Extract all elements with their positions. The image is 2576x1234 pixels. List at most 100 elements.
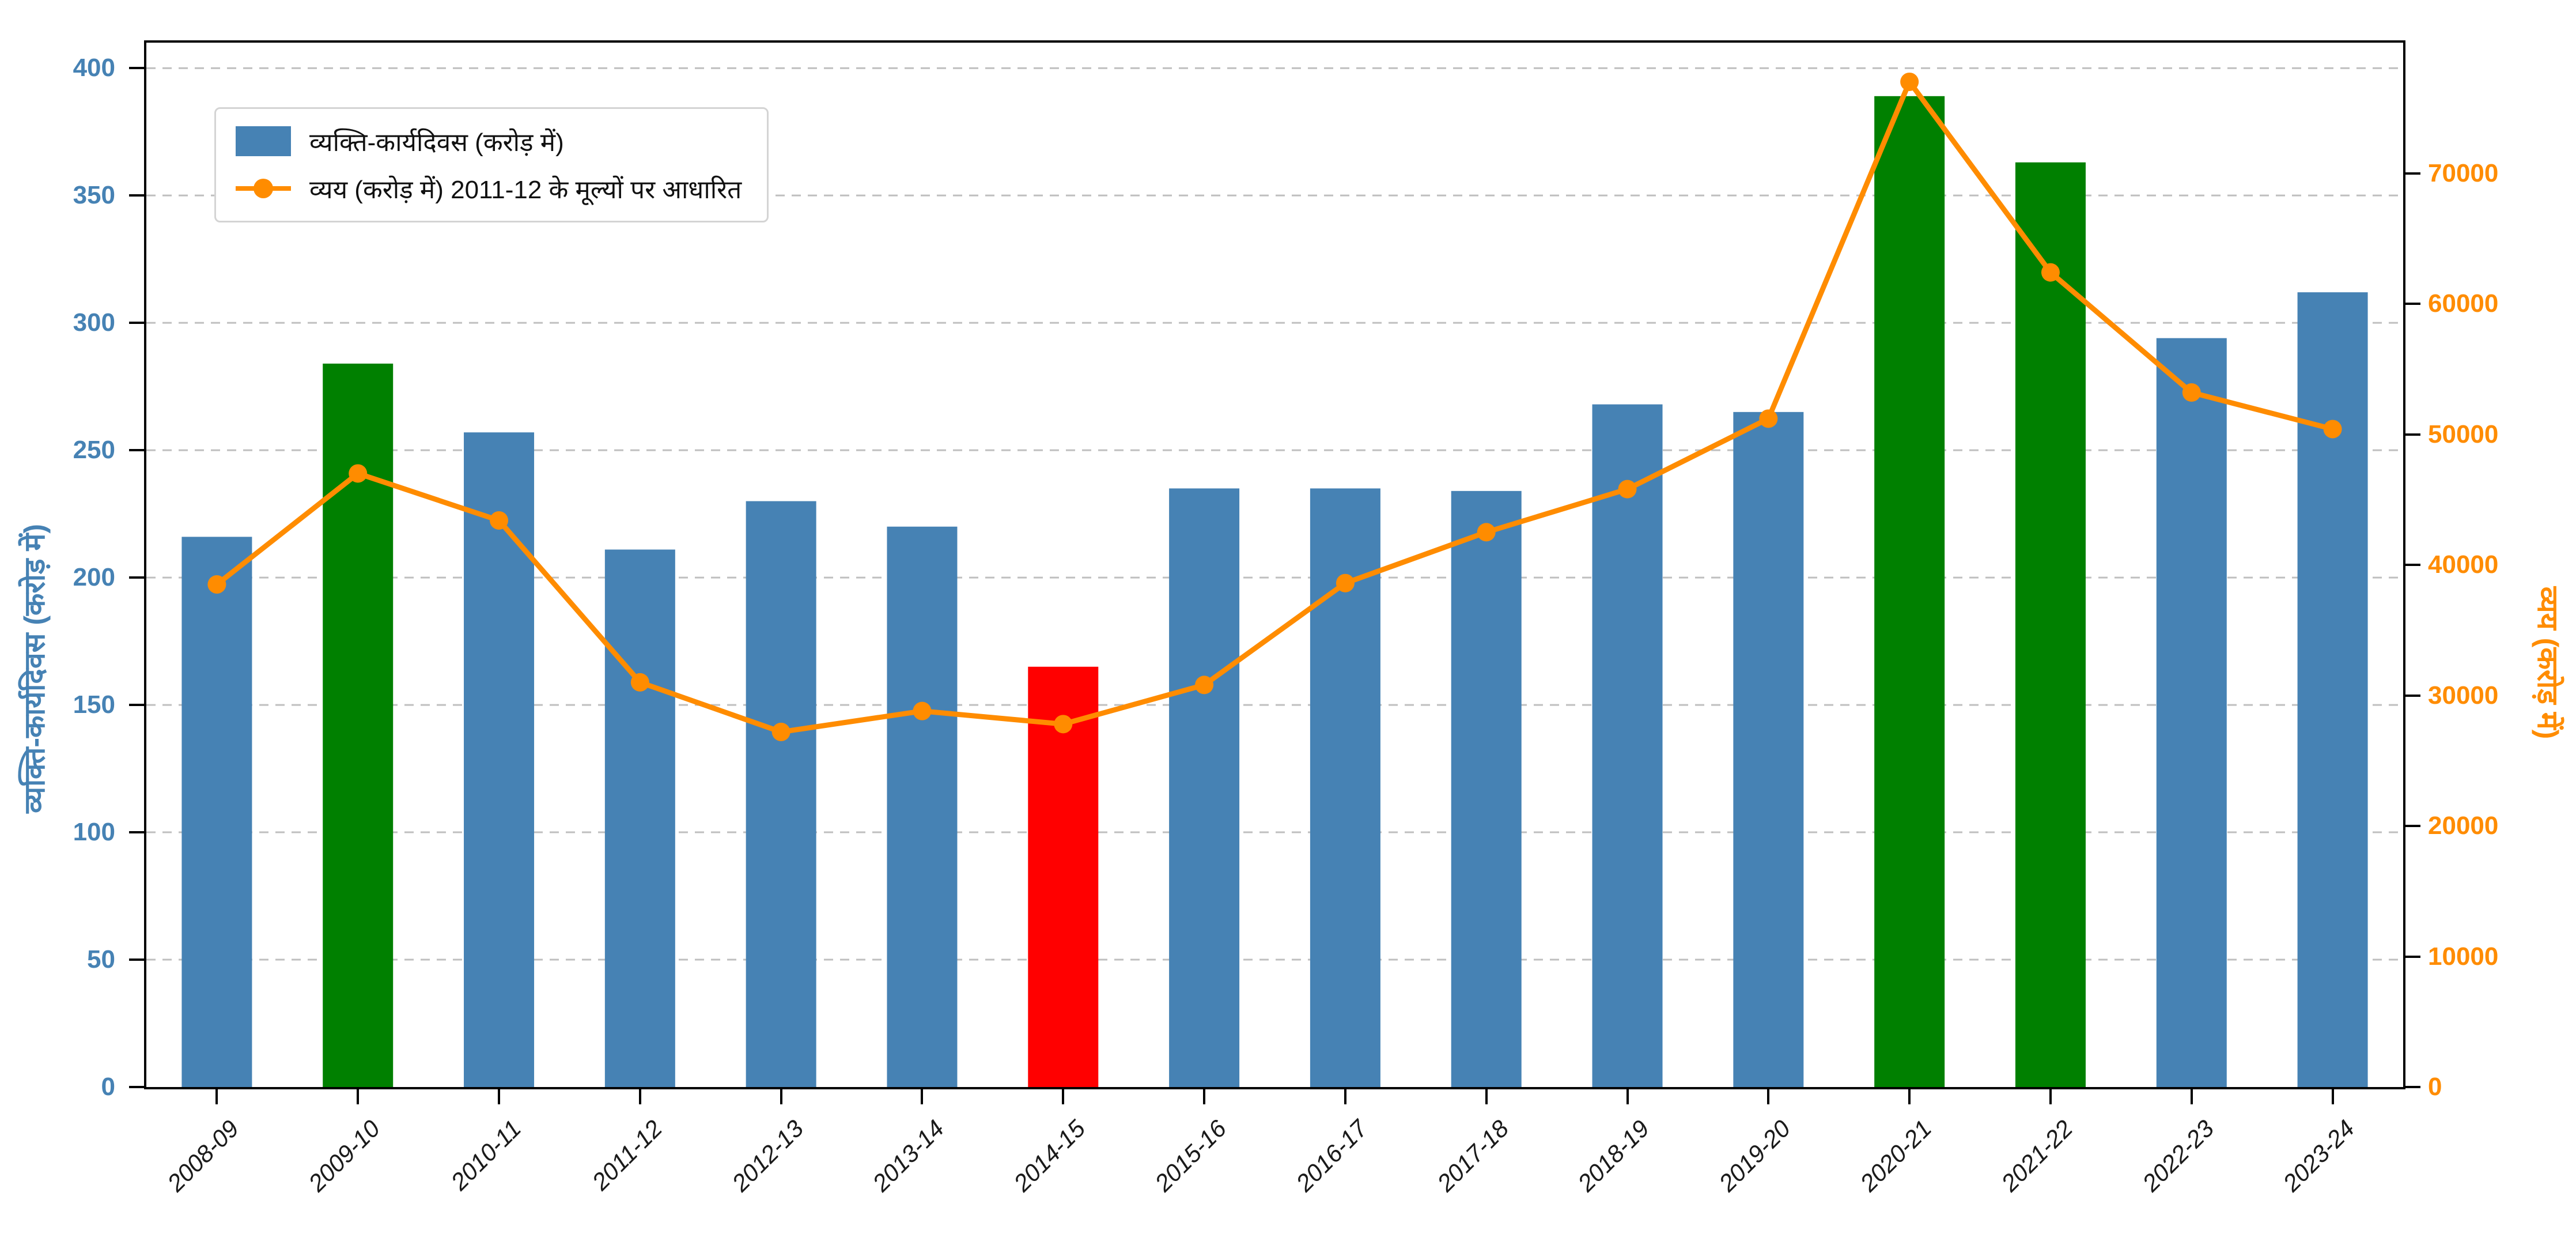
right-tick: [2405, 955, 2420, 958]
bar-2018-19: [1592, 404, 1663, 1087]
data-point-2009-10: [349, 464, 368, 483]
bar-2021-22: [2015, 162, 2086, 1087]
data-point-2013-14: [913, 701, 932, 720]
left-tick: [129, 704, 144, 707]
right-tick: [2405, 564, 2420, 566]
x-tick: [1485, 1089, 1488, 1104]
legend: व्यक्ति-कार्यदिवस (करोड़ में) व्यय (करोड…: [214, 107, 769, 222]
x-tick-label: 2013-14: [867, 1115, 950, 1197]
data-point-2019-20: [1759, 409, 1778, 428]
y-tick-label-left: 150: [73, 690, 115, 719]
x-tick: [1767, 1089, 1770, 1104]
legend-item-line: व्यय (करोड़ में) 2011-12 के मूल्यों पर आ…: [236, 171, 742, 206]
left-tick: [129, 1086, 144, 1088]
left-tick: [129, 449, 144, 452]
bar-2019-20: [1733, 412, 1804, 1087]
x-tick-label: 2019-20: [1713, 1115, 1796, 1197]
data-point-2011-12: [630, 673, 649, 692]
x-tick: [215, 1089, 218, 1104]
bar-2017-18: [1451, 490, 1522, 1087]
bar-2015-16: [1169, 488, 1240, 1087]
right-tick: [2405, 172, 2420, 175]
x-tick-label: 2011-12: [587, 1115, 668, 1196]
x-tick: [638, 1089, 641, 1104]
x-tick: [1344, 1089, 1346, 1104]
data-point-2012-13: [771, 722, 790, 741]
bar-2014-15: [1028, 666, 1099, 1087]
x-tick-label: 2014-15: [1008, 1115, 1091, 1197]
data-point-2022-23: [2182, 383, 2201, 402]
y-tick-label-left: 300: [73, 308, 115, 337]
y-tick-label-left: 50: [87, 945, 115, 974]
x-tick: [2049, 1089, 2052, 1104]
plot-area: [144, 40, 2405, 1089]
bar-2020-21: [1874, 96, 1945, 1087]
bar-2012-13: [746, 501, 816, 1087]
right-axis-title: व्यय (करोड़ में): [2532, 586, 2564, 739]
x-tick-label: 2009-10: [303, 1115, 385, 1197]
line-marker-icon: [236, 173, 291, 203]
bar-2023-24: [2297, 292, 2368, 1087]
bar-2008-09: [181, 537, 252, 1087]
x-tick: [921, 1089, 924, 1104]
left-tick: [129, 194, 144, 197]
x-tick: [1908, 1089, 1911, 1104]
bar-2022-23: [2156, 338, 2227, 1087]
data-point-2023-24: [2323, 420, 2342, 439]
x-tick-label: 2018-19: [1572, 1115, 1655, 1197]
data-point-2014-15: [1054, 715, 1073, 734]
data-point-2021-22: [2041, 263, 2060, 282]
bar-2013-14: [887, 526, 958, 1087]
x-tick: [498, 1089, 501, 1104]
x-tick-label: 2017-18: [1431, 1115, 1514, 1197]
bar-2011-12: [604, 549, 675, 1087]
y-tick-label-right: 20000: [2428, 812, 2499, 840]
x-tick: [780, 1089, 782, 1104]
legend-item-bars: व्यक्ति-कार्यदिवस (करोड़ में): [236, 124, 742, 159]
x-tick: [1062, 1089, 1065, 1104]
legend-label-bars: व्यक्ति-कार्यदिवस (करोड़ में): [309, 129, 564, 157]
data-point-2015-16: [1195, 676, 1214, 695]
data-point-2018-19: [1618, 480, 1637, 499]
bar-2009-10: [323, 363, 394, 1087]
y-tick-label-right: 70000: [2428, 159, 2499, 187]
left-tick: [129, 958, 144, 961]
y-tick-label-right: 60000: [2428, 289, 2499, 318]
plot-canvas: [146, 67, 2403, 1087]
y-tick-label-right: 30000: [2428, 681, 2499, 710]
data-point-2008-09: [207, 575, 226, 594]
x-tick: [2331, 1089, 2334, 1104]
left-tick: [129, 576, 144, 579]
right-tick: [2405, 694, 2420, 697]
right-tick: [2405, 303, 2420, 305]
x-tick-label: 2016-17: [1290, 1115, 1373, 1197]
y-tick-label-left: 400: [73, 54, 115, 82]
x-tick: [2190, 1089, 2193, 1104]
y-tick-label-right: 10000: [2428, 942, 2499, 971]
x-tick-label: 2015-16: [1149, 1115, 1232, 1197]
right-tick: [2405, 825, 2420, 827]
y-tick-label-right: 0: [2428, 1073, 2442, 1101]
y-tick-label-left: 350: [73, 181, 115, 210]
legend-label-line: व्यय (करोड़ में) 2011-12 के मूल्यों पर आ…: [309, 176, 742, 204]
data-point-2016-17: [1336, 573, 1355, 593]
right-tick: [2405, 433, 2420, 436]
x-tick-label: 2010-11: [445, 1115, 527, 1196]
x-tick-label: 2020-21: [1855, 1115, 1937, 1197]
data-point-2020-21: [1900, 72, 1919, 91]
x-tick: [1203, 1089, 1206, 1104]
y-tick-label-left: 0: [101, 1073, 115, 1101]
x-tick-label: 2022-23: [2136, 1115, 2219, 1197]
x-tick: [357, 1089, 360, 1104]
right-tick: [2405, 1086, 2420, 1088]
data-point-2010-11: [490, 511, 509, 530]
x-tick-label: 2012-13: [726, 1115, 808, 1197]
left-tick: [129, 67, 144, 70]
bar-swatch-icon: [236, 126, 291, 156]
x-tick-label: 2021-22: [1995, 1115, 2078, 1197]
x-tick-label: 2008-09: [162, 1115, 244, 1197]
y-tick-label-right: 50000: [2428, 420, 2499, 448]
left-tick: [129, 322, 144, 324]
y-tick-label-left: 100: [73, 818, 115, 847]
